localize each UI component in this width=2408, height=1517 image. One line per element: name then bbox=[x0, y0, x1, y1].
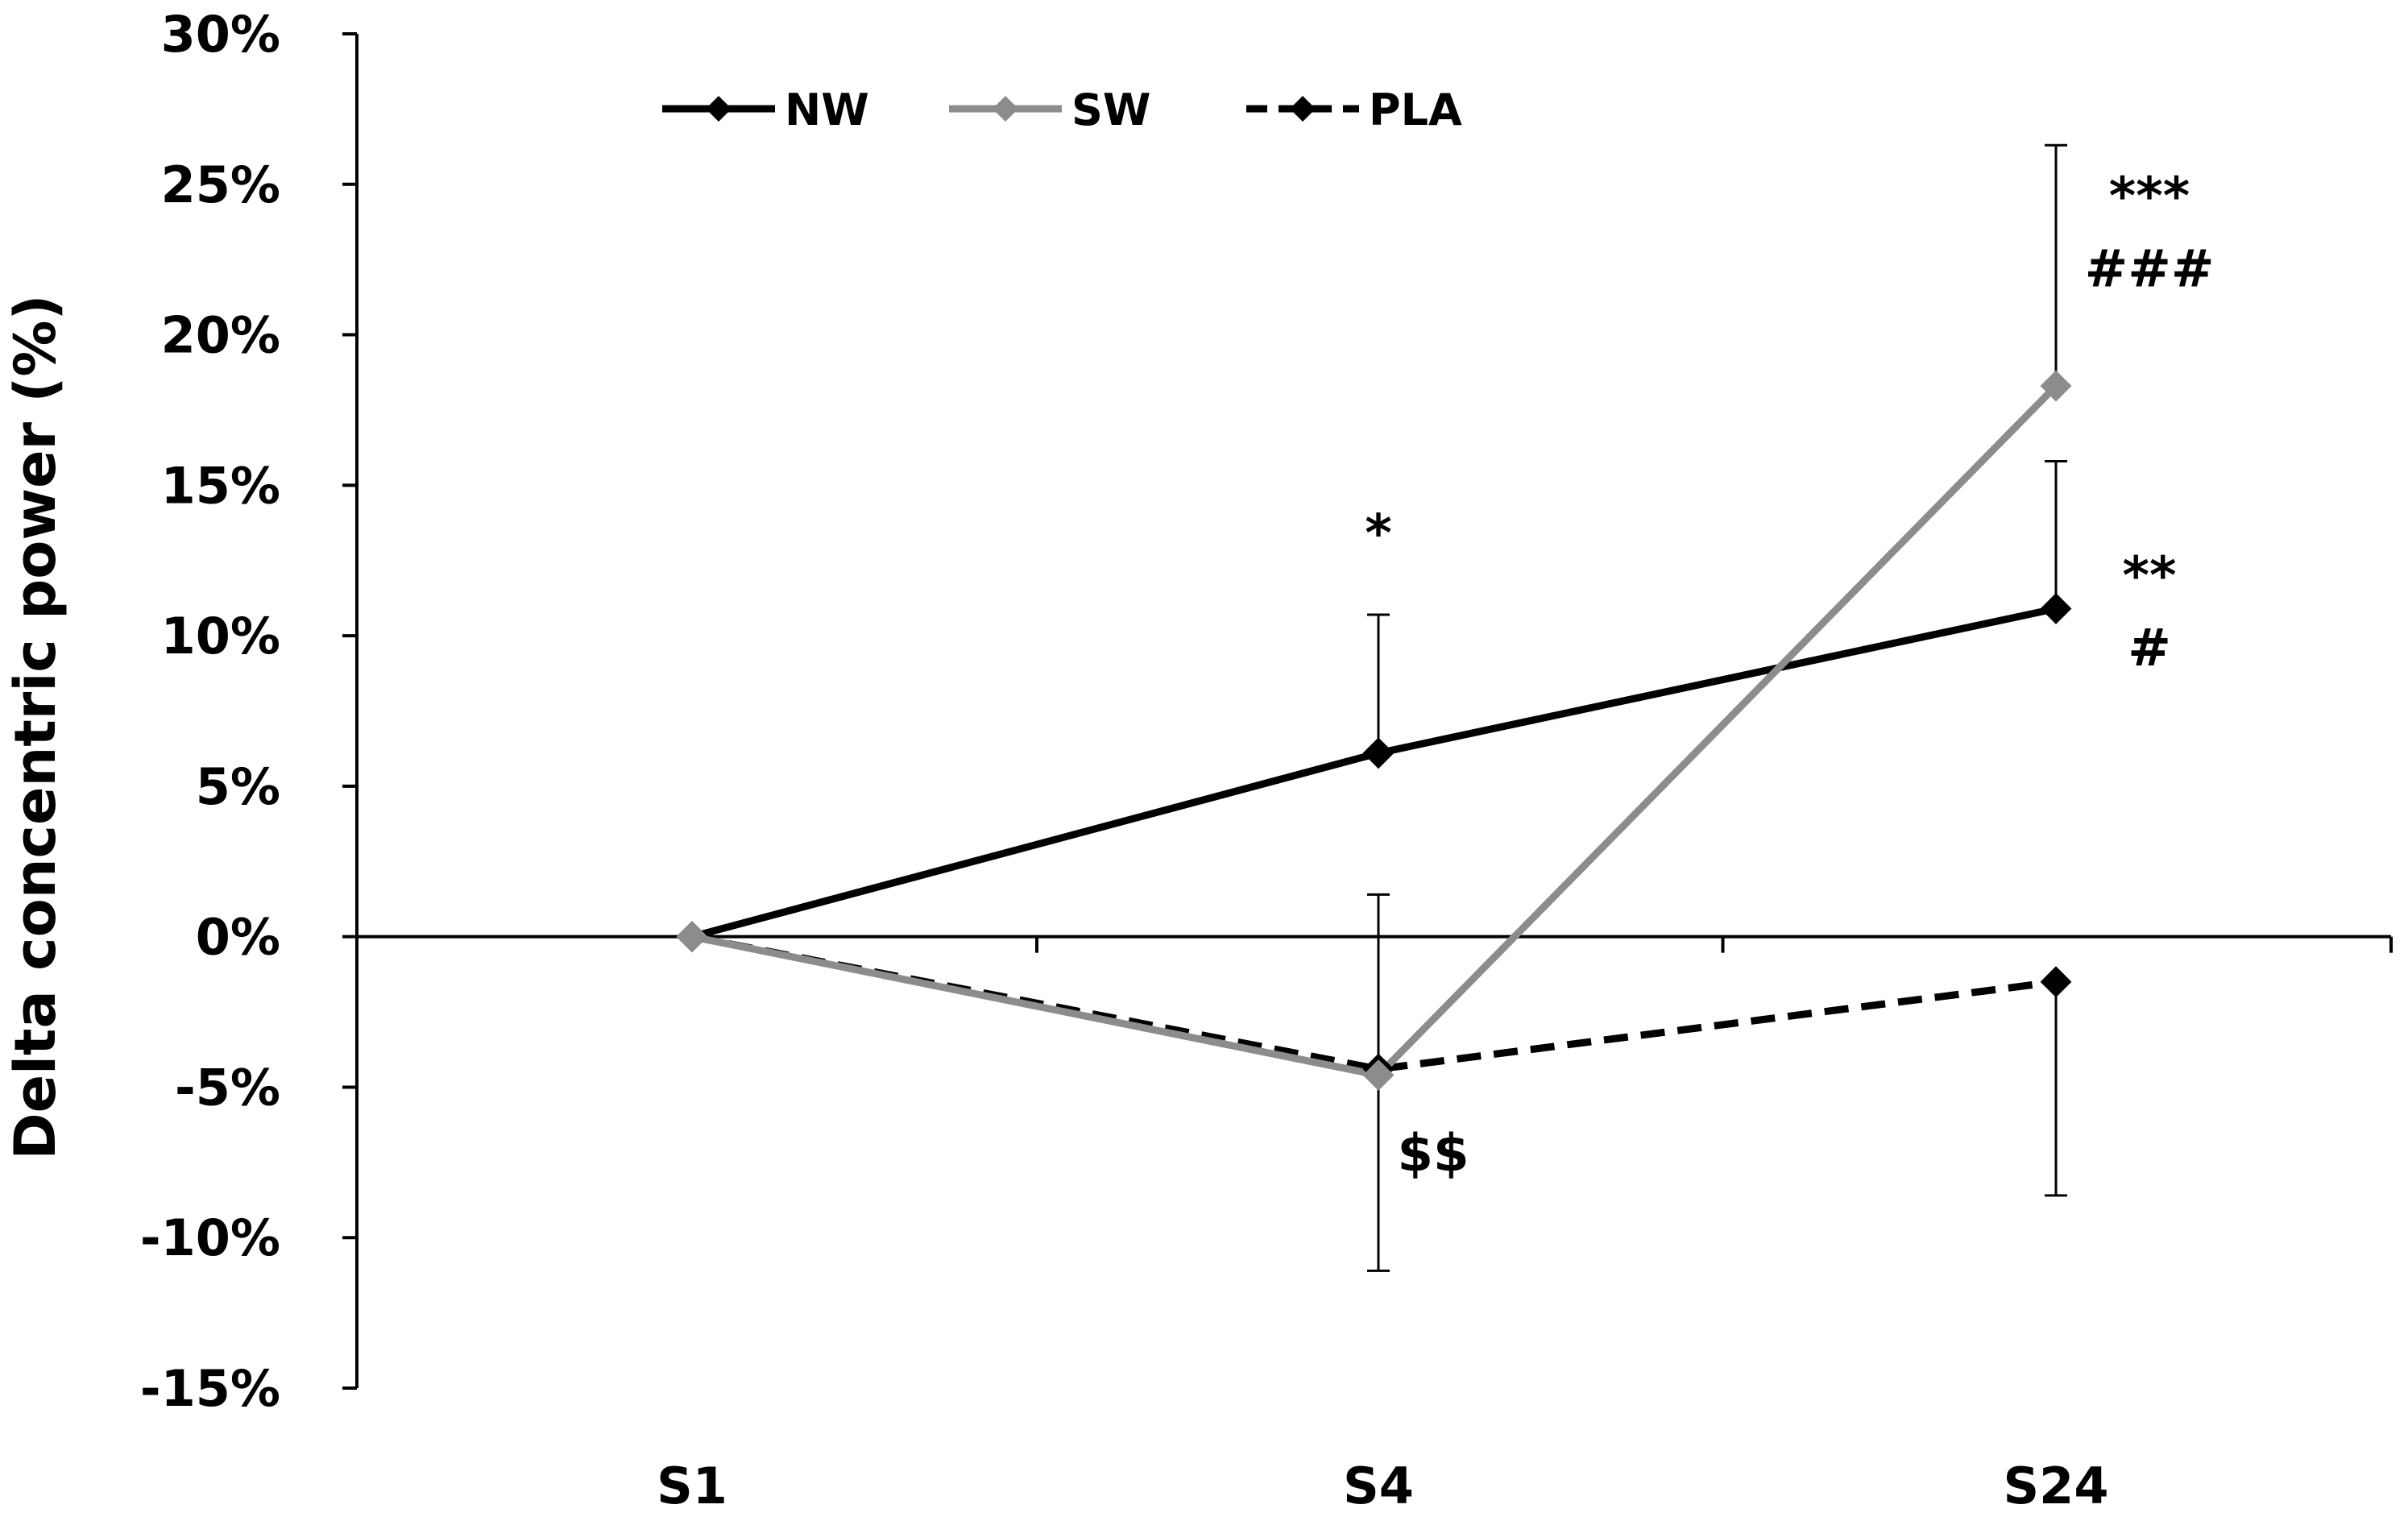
data-point-nw bbox=[1362, 737, 1395, 769]
legend: NW SW PLA bbox=[662, 85, 1462, 135]
series-line-sw bbox=[691, 383, 2059, 1080]
annotation: ** bbox=[2123, 546, 2177, 606]
error-bars bbox=[1367, 143, 2067, 1272]
series-lines bbox=[690, 383, 2059, 1080]
y-tick-label: -10% bbox=[140, 1208, 280, 1267]
y-tick-label: 20% bbox=[161, 306, 280, 365]
y-tick-label: -5% bbox=[175, 1058, 280, 1117]
legend-marker-sw bbox=[993, 96, 1018, 122]
series-line-nw bbox=[690, 605, 2057, 941]
data-point-pla bbox=[2040, 966, 2072, 998]
data-point-nw bbox=[2040, 593, 2072, 624]
y-tick-label: -15% bbox=[140, 1359, 280, 1418]
y-tick-label: 5% bbox=[196, 757, 280, 816]
y-axis-title: Delta concentric power (%) bbox=[2, 294, 68, 1159]
y-tick-label: 25% bbox=[161, 155, 280, 214]
axes bbox=[342, 32, 2393, 1390]
x-tick-label: S24 bbox=[2004, 1457, 2109, 1515]
y-tick-label: 10% bbox=[161, 607, 280, 665]
legend-marker-nw bbox=[706, 96, 732, 122]
y-tick-label: 15% bbox=[161, 456, 280, 515]
annotation: * bbox=[1365, 504, 1391, 564]
annotation: ### bbox=[2085, 239, 2215, 299]
x-tick-label: S4 bbox=[1343, 1457, 1414, 1515]
y-tick-label: 0% bbox=[196, 908, 280, 967]
series-line-pla bbox=[691, 933, 2057, 1073]
annotation: *** bbox=[2109, 168, 2190, 227]
legend-label-sw: SW bbox=[1071, 85, 1150, 135]
y-axis-title-group: Delta concentric power (%) bbox=[2, 294, 68, 1159]
legend-marker-pla bbox=[1290, 96, 1316, 122]
series-markers bbox=[676, 370, 2072, 1091]
data-point-sw bbox=[676, 921, 708, 953]
significance-annotations: * $$ *** ### ** # bbox=[1365, 168, 2214, 1184]
data-point-sw bbox=[1362, 1059, 1395, 1091]
x-tick-label: S1 bbox=[657, 1457, 727, 1515]
annotation: # bbox=[2128, 619, 2171, 678]
annotation: $$ bbox=[1397, 1125, 1469, 1184]
tick-labels: 30% 25% 20% 15% 10% 5% 0% -5% -10% -15% S1 S4 S24 bbox=[140, 5, 2109, 1515]
y-tick-label: 30% bbox=[161, 5, 280, 64]
legend-label-nw: NW bbox=[785, 85, 869, 135]
legend-label-pla: PLA bbox=[1369, 85, 1462, 135]
data-point-sw bbox=[2040, 370, 2072, 402]
